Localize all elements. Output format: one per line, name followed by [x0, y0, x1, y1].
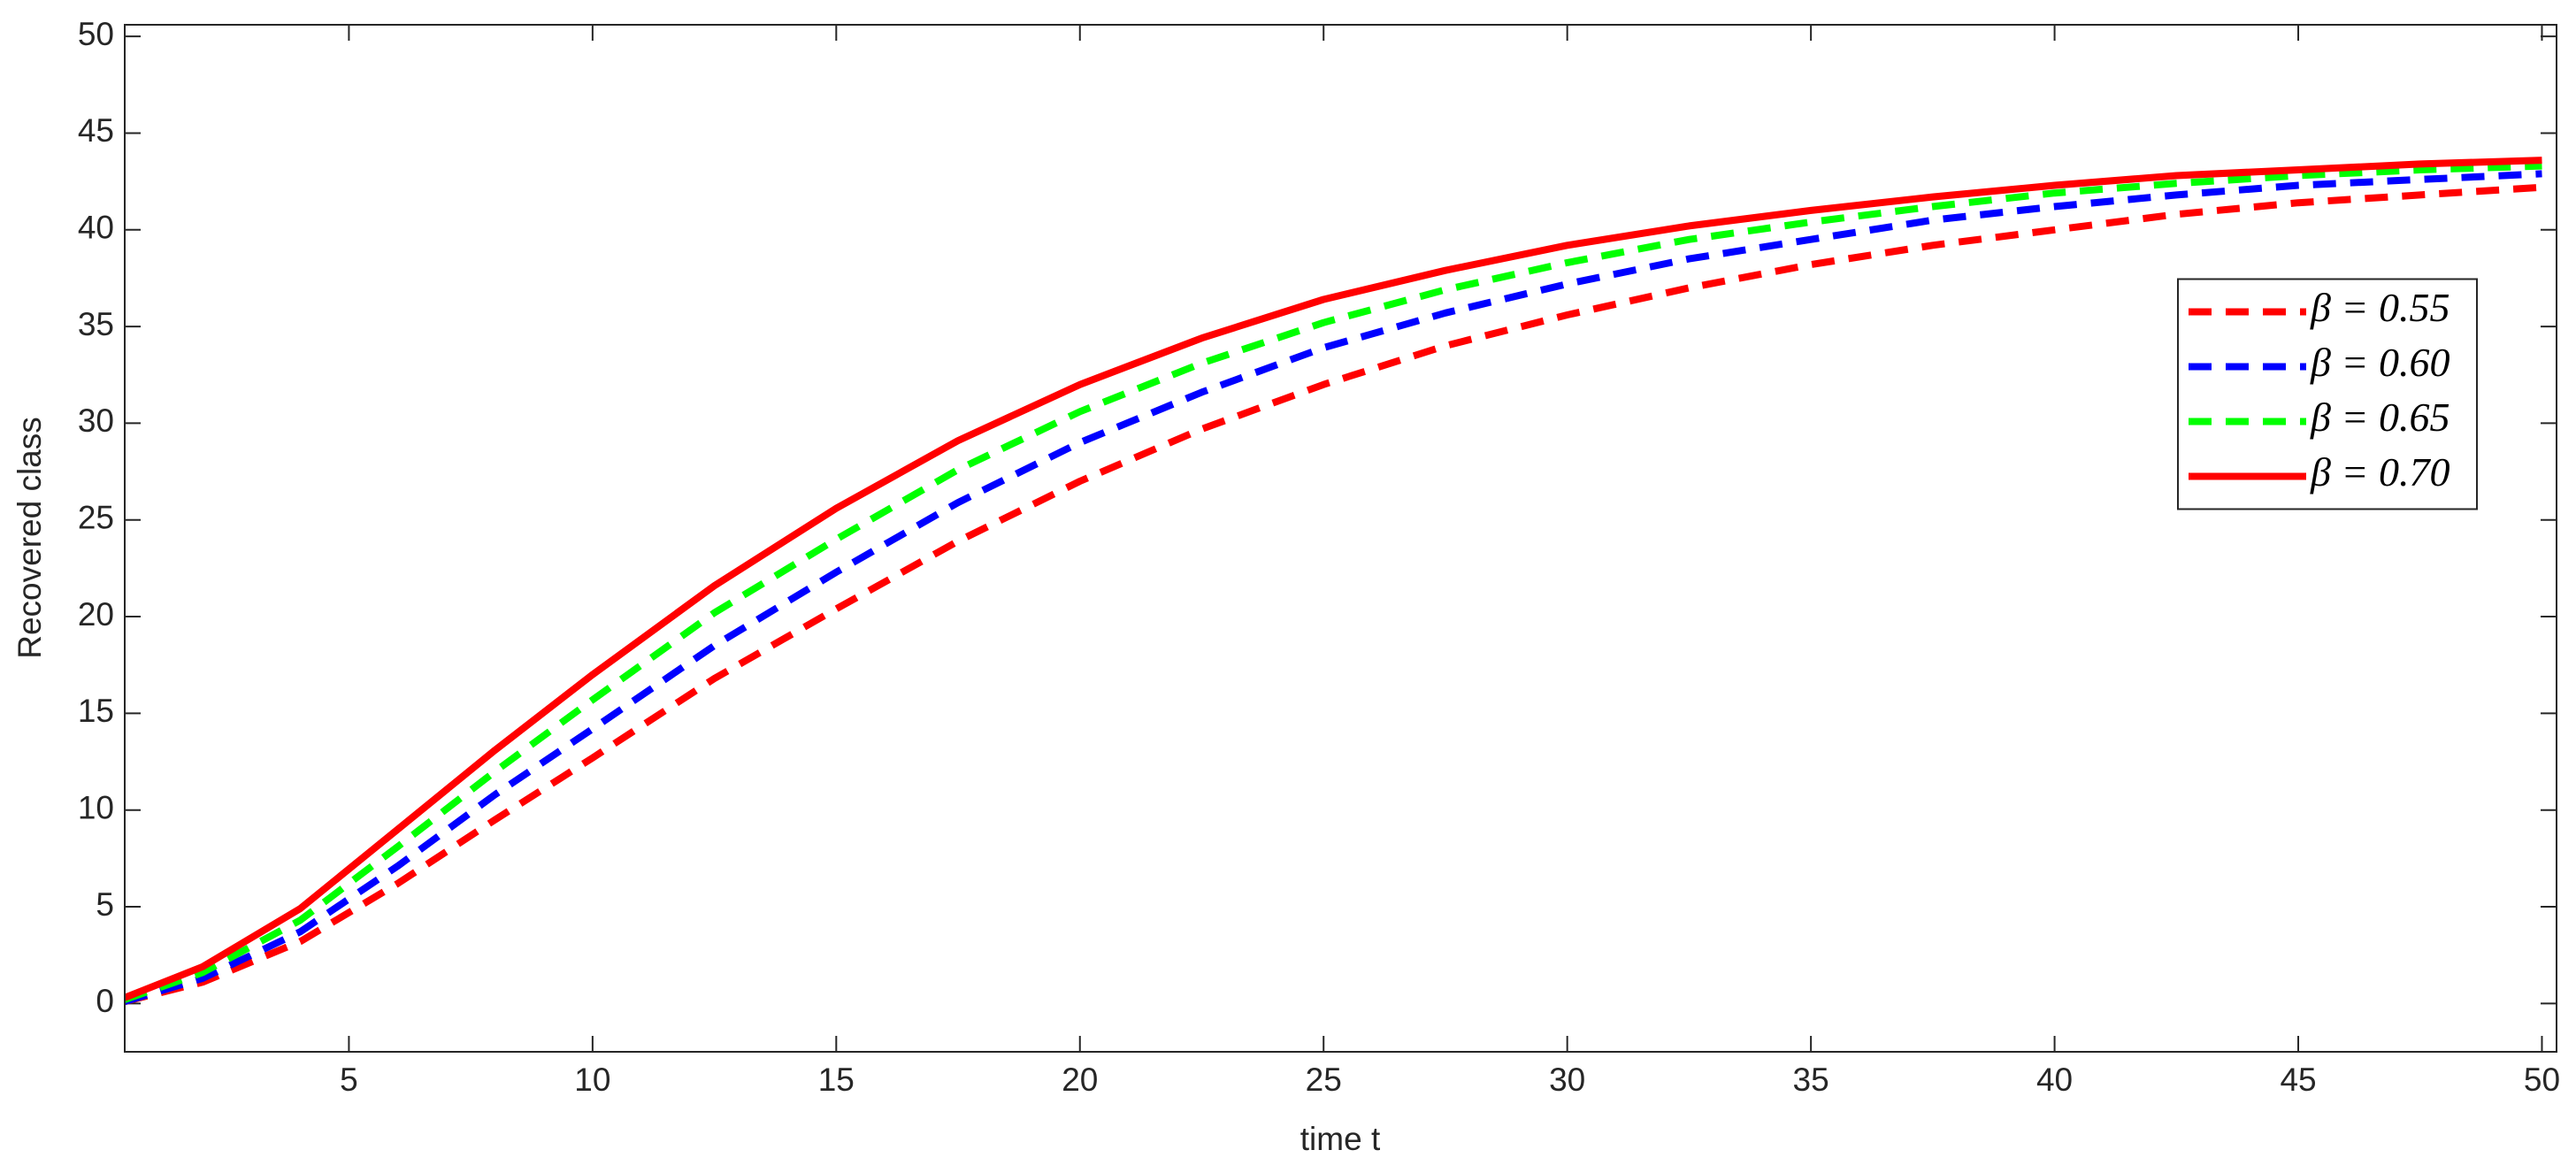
y-tick-label: 35 — [78, 306, 114, 342]
line-series — [125, 157, 2542, 1001]
y-tick-label: 50 — [78, 16, 114, 52]
y-tick-label: 10 — [78, 789, 114, 825]
legend-label: β = 0.55 — [2310, 285, 2450, 330]
line-series — [125, 162, 2542, 1003]
y-tick-label: 30 — [78, 402, 114, 439]
x-tick-label: 20 — [1062, 1062, 1098, 1098]
x-tick-label: 30 — [1549, 1062, 1585, 1098]
x-tick-label: 25 — [1306, 1062, 1342, 1098]
x-tick-label: 10 — [574, 1062, 610, 1098]
legend-label: β = 0.60 — [2310, 340, 2450, 385]
x-tick-label: 35 — [1793, 1062, 1829, 1098]
x-tick-label: 5 — [340, 1062, 358, 1098]
x-tick-label: 15 — [818, 1062, 855, 1098]
y-tick-label: 5 — [96, 886, 114, 923]
legend-label: β = 0.70 — [2310, 449, 2450, 494]
y-tick-label: 15 — [78, 693, 114, 729]
x-tick-label: 45 — [2280, 1062, 2316, 1098]
x-tick-label: 50 — [2524, 1062, 2560, 1098]
y-tick-label: 20 — [78, 596, 114, 632]
y-axis-label: Recovered class — [12, 417, 48, 659]
x-tick-label: 40 — [2036, 1062, 2073, 1098]
legend-box — [2177, 278, 2478, 510]
plot-area — [125, 157, 2542, 1006]
y-tick-label: 0 — [96, 983, 114, 1019]
line-series — [125, 183, 2542, 1006]
legend-label: β = 0.65 — [2310, 395, 2450, 440]
y-tick-label: 40 — [78, 210, 114, 246]
plot-frame — [124, 24, 2557, 1053]
line-series — [125, 170, 2542, 1006]
x-axis-label: time t — [1300, 1121, 1381, 1157]
y-tick-label: 25 — [78, 500, 114, 536]
y-tick-label: 45 — [78, 112, 114, 149]
